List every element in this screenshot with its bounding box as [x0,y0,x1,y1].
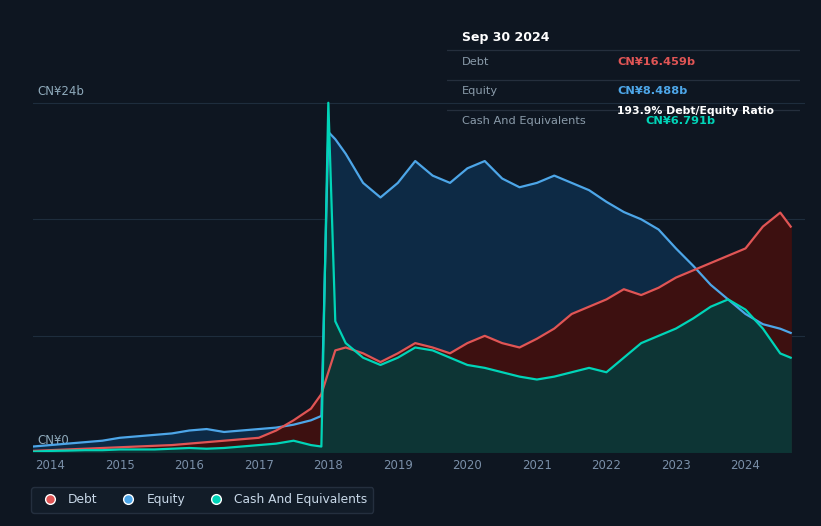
Legend: Debt, Equity, Cash And Equivalents: Debt, Equity, Cash And Equivalents [31,487,374,512]
Text: CN¥8.488b: CN¥8.488b [617,86,687,96]
Text: Cash And Equivalents: Cash And Equivalents [461,116,585,126]
Text: CN¥16.459b: CN¥16.459b [617,57,695,67]
Text: CN¥6.791b: CN¥6.791b [645,116,715,126]
Text: CN¥0: CN¥0 [38,433,70,447]
Text: Sep 30 2024: Sep 30 2024 [461,31,549,44]
Text: Equity: Equity [461,86,498,96]
Text: 193.9% Debt/Equity Ratio: 193.9% Debt/Equity Ratio [617,106,774,116]
Text: CN¥24b: CN¥24b [38,85,85,98]
Text: Debt: Debt [461,57,489,67]
